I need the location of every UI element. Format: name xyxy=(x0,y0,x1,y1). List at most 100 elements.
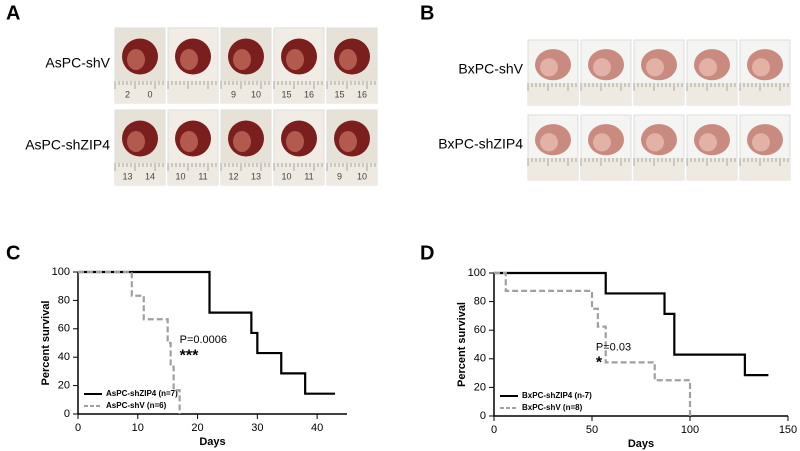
ruler xyxy=(528,158,578,180)
tumor-part xyxy=(699,58,717,77)
tumor-part xyxy=(286,131,304,152)
ruler xyxy=(740,83,790,105)
survival-curve xyxy=(494,271,769,377)
survival-curve xyxy=(494,271,692,416)
ruler-label: 12 xyxy=(228,171,238,181)
ruler-label: 16 xyxy=(304,89,314,99)
ruler xyxy=(634,83,684,105)
tumor-part xyxy=(752,133,770,152)
tumor-part xyxy=(646,58,664,77)
ruler xyxy=(528,83,578,105)
x-tick-label: 30 xyxy=(251,422,263,434)
ruler-label: 13 xyxy=(251,171,261,181)
tumor-part xyxy=(593,58,611,77)
survival-curve xyxy=(78,270,181,414)
ruler xyxy=(221,81,271,103)
tumor-part xyxy=(699,133,717,152)
row-label: AsPC-shZIP4 xyxy=(25,137,110,153)
legend-label: AsPC-shZIP4 (n=7) xyxy=(106,389,178,398)
ruler-label: 9 xyxy=(231,89,236,99)
ruler xyxy=(327,81,377,103)
x-tick-label: 0 xyxy=(75,422,81,434)
survival-curve xyxy=(78,270,336,395)
ruler xyxy=(687,83,737,105)
ruler xyxy=(168,81,218,103)
x-tick-label: 150 xyxy=(779,424,797,436)
tumor-part xyxy=(339,49,357,70)
tumor-part xyxy=(339,131,357,152)
ruler-label: 11 xyxy=(198,171,207,181)
panel-letter: C xyxy=(6,242,20,264)
ruler xyxy=(327,163,377,185)
ruler xyxy=(687,158,737,180)
row-label: BxPC-shV xyxy=(458,61,523,77)
y-tick-label: 60 xyxy=(474,324,486,336)
y-tick-label: 20 xyxy=(58,380,70,392)
significance: *** xyxy=(180,347,199,364)
panel-letter: A xyxy=(6,2,20,24)
ruler-label: 10 xyxy=(175,171,185,181)
ruler-label: 15 xyxy=(334,89,344,99)
legend-label: BxPC-shZIP4 (n-7) xyxy=(522,391,592,400)
panel-letter: B xyxy=(420,2,434,24)
ruler-label: 15 xyxy=(281,89,291,99)
y-axis-label: Percent survival xyxy=(40,301,52,386)
ruler xyxy=(581,83,631,105)
y-tick-label: 0 xyxy=(64,408,70,420)
ruler-label: 0 xyxy=(147,89,152,99)
y-tick-label: 100 xyxy=(468,267,486,279)
x-tick-label: 40 xyxy=(311,422,323,434)
tumor-part xyxy=(127,49,145,70)
p-value: P=0.03 xyxy=(596,341,631,353)
ruler-label: 13 xyxy=(122,171,132,181)
panel-letter: D xyxy=(420,242,434,264)
legend-label: AsPC-shV (n=6) xyxy=(106,401,167,410)
y-tick-label: 40 xyxy=(58,351,70,363)
tumor-part xyxy=(646,133,664,152)
significance: * xyxy=(596,355,603,372)
ruler-label: 14 xyxy=(145,171,155,181)
ruler-label: 11 xyxy=(304,171,313,181)
y-tick-label: 20 xyxy=(474,381,486,393)
ruler-label: 9 xyxy=(337,171,342,181)
x-axis-label: Days xyxy=(199,436,225,448)
tumor-part xyxy=(286,49,304,70)
y-tick-label: 0 xyxy=(480,410,486,422)
tumor-part xyxy=(233,131,251,152)
ruler xyxy=(634,158,684,180)
ruler-label: 10 xyxy=(281,171,291,181)
x-tick-label: 20 xyxy=(191,422,203,434)
ruler xyxy=(581,158,631,180)
x-tick-label: 100 xyxy=(681,424,699,436)
tumor-part xyxy=(233,49,251,70)
x-tick-label: 10 xyxy=(132,422,144,434)
tumor-part xyxy=(180,49,198,70)
tumor-part xyxy=(180,131,198,152)
ruler-label: 16 xyxy=(357,89,367,99)
x-tick-label: 0 xyxy=(491,424,497,436)
tumor-part xyxy=(540,133,558,152)
y-tick-label: 60 xyxy=(58,323,70,335)
ruler xyxy=(740,158,790,180)
ruler-label: 10 xyxy=(357,171,367,181)
x-axis-label: Days xyxy=(628,438,654,450)
ruler-label: 10 xyxy=(251,89,261,99)
row-label: BxPC-shZIP4 xyxy=(438,136,523,152)
ruler-label: 2 xyxy=(125,89,130,99)
p-value: P=0.0006 xyxy=(180,334,227,346)
ruler xyxy=(221,163,271,185)
tumor-part xyxy=(593,133,611,152)
y-tick-label: 100 xyxy=(52,266,70,278)
tumor-part xyxy=(127,131,145,152)
tumor-part xyxy=(752,58,770,77)
ruler xyxy=(274,81,324,103)
x-tick-label: 50 xyxy=(586,424,598,436)
tumor-part xyxy=(540,58,558,77)
legend-label: BxPC-shV (n=8) xyxy=(522,403,583,412)
row-label: AsPC-shV xyxy=(45,55,110,71)
ruler xyxy=(168,163,218,185)
ruler xyxy=(115,163,165,185)
y-axis-label: Percent survival xyxy=(456,302,468,387)
